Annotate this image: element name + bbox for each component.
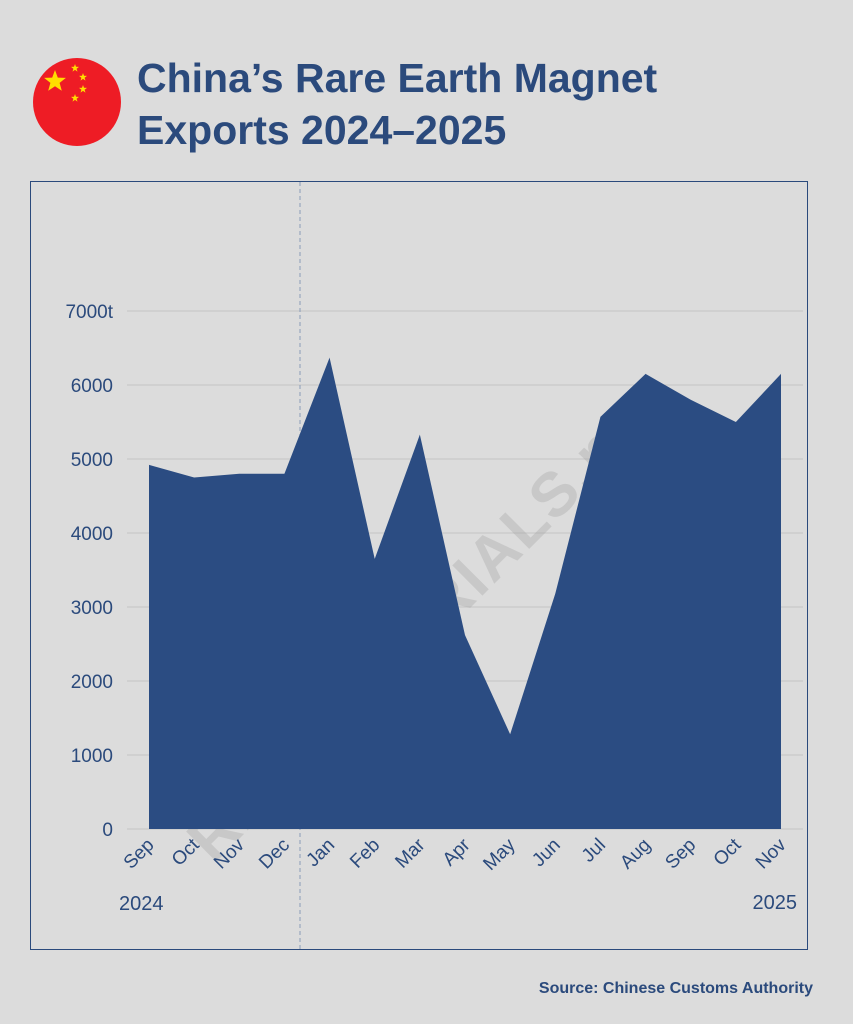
y-tick-label: 5000 xyxy=(71,450,113,471)
flag-small-star xyxy=(71,94,79,102)
chart-frame: RAWMATERIALS.net 01000200030004000500060… xyxy=(30,181,808,951)
x-tick-label: Feb xyxy=(346,835,384,873)
x-tick-label: May xyxy=(479,834,520,875)
x-tick-label: Aug xyxy=(616,835,655,874)
x-tick-label: Jan xyxy=(303,835,340,872)
flag-small-star xyxy=(79,85,87,93)
y-tick-label: 2000 xyxy=(71,672,113,693)
y-tick-label: 1000 xyxy=(71,746,113,767)
x-tick-label: Apr xyxy=(439,834,475,870)
title-line-2: Exports 2024–2025 xyxy=(137,107,507,153)
area-chart: RAWMATERIALS.net 01000200030004000500060… xyxy=(65,182,803,951)
x-tick-label: Mar xyxy=(391,834,429,872)
x-tick-label: Oct xyxy=(710,834,746,870)
x-tick-label: Jul xyxy=(578,835,610,867)
y-tick-label: 3000 xyxy=(71,598,113,619)
flag-small-star xyxy=(79,73,87,81)
y-tick-label: 0 xyxy=(102,820,113,841)
x-tick-label: Sep xyxy=(120,835,159,874)
area-series xyxy=(149,357,781,829)
y-tick-label: 4000 xyxy=(71,524,113,545)
china-flag-icon xyxy=(33,58,121,146)
flag-small-star xyxy=(71,64,79,72)
flag-big-star xyxy=(44,70,66,91)
page-title: China’s Rare Earth Magnet Exports 2024–2… xyxy=(137,52,827,156)
x-tick-label: Nov xyxy=(752,834,791,873)
y-tick-label: 6000 xyxy=(71,376,113,397)
y-tick-label: 7000t xyxy=(65,302,113,323)
source-note: Source: Chinese Customs Authority xyxy=(538,980,813,997)
year-label-start: 2024 xyxy=(119,893,164,915)
year-label-end: 2025 xyxy=(753,892,798,914)
x-tick-label: Sep xyxy=(661,835,700,874)
title-line-1: China’s Rare Earth Magnet xyxy=(137,55,658,101)
x-tick-label: Jun xyxy=(528,835,565,872)
x-tick-label: Dec xyxy=(255,835,294,874)
